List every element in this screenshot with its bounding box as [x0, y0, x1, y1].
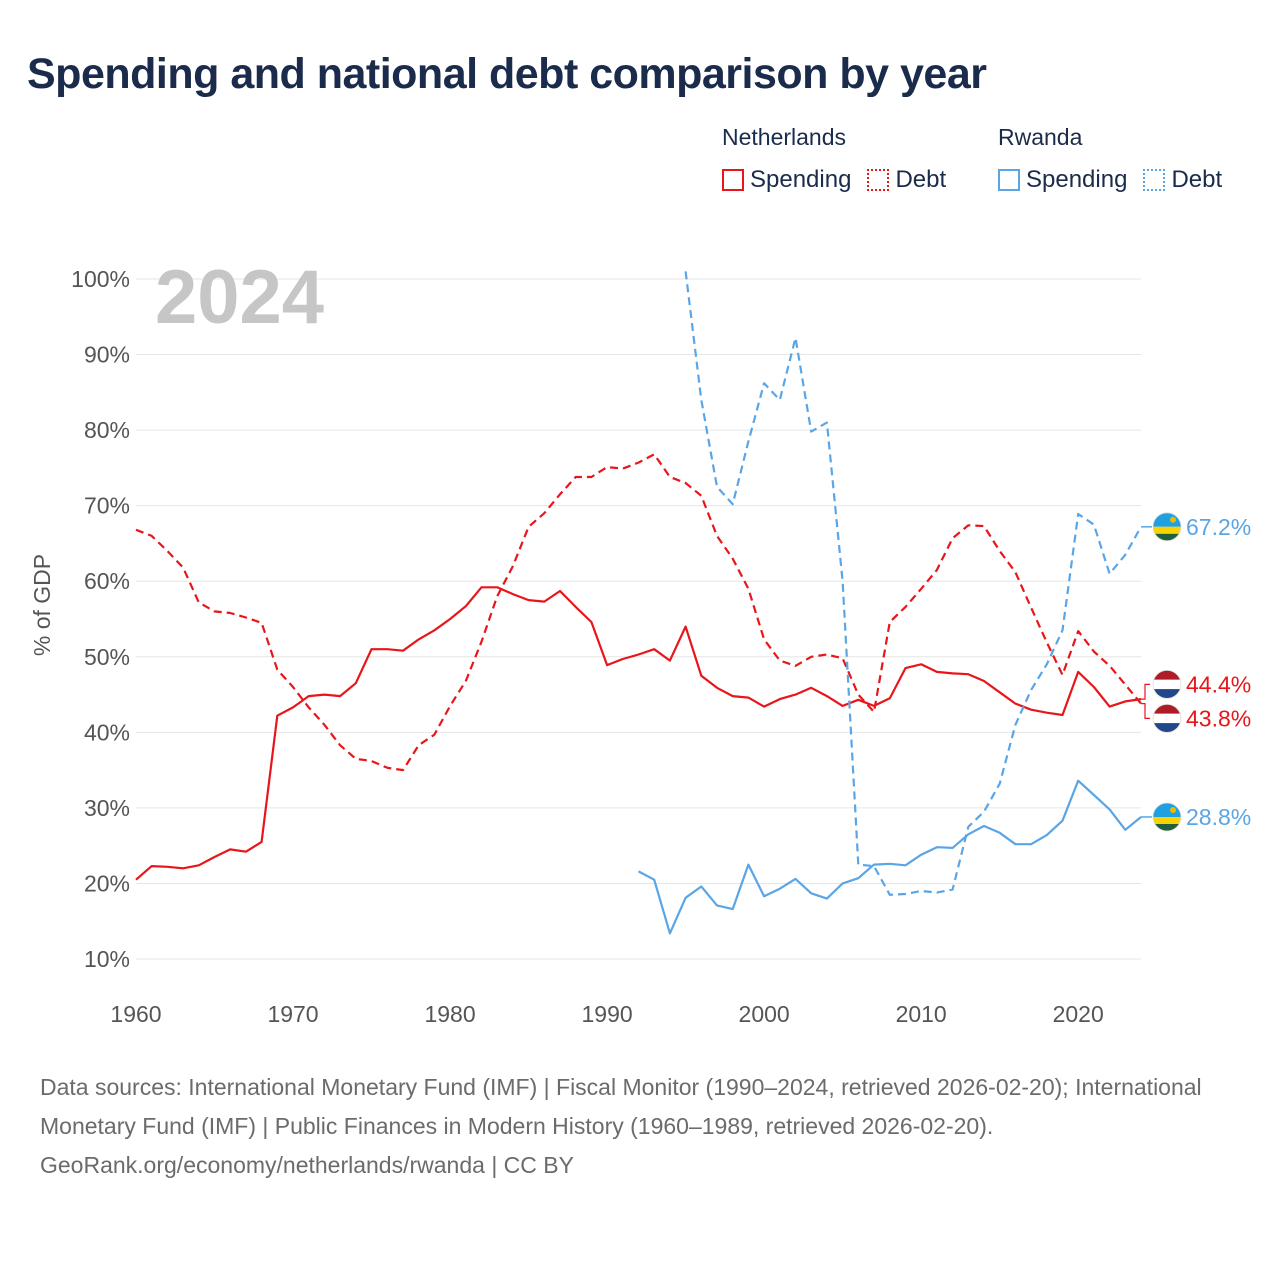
legend-netherlands: Netherlands Spending Debt: [722, 124, 946, 194]
legend-item-netherlands-spending[interactable]: Spending: [722, 166, 851, 194]
y-tick-label: 60%: [84, 568, 130, 594]
legend-swatch-dotted: [1143, 169, 1166, 191]
line-chart: 10% 20% 30% 40% 50% 60% 70% 80% 90% 100% 1960 1970…: [29, 255, 1251, 1027]
legend-label: Spending: [750, 166, 852, 193]
series-rwanda-debt[interactable]: [684, 271, 1142, 896]
end-marker-rwanda-spending: 28.8%: [1141, 802, 1251, 832]
credit-link[interactable]: GeoRank.org/economy/netherlands/rwanda |…: [40, 1152, 574, 1178]
legend-item-netherlands-debt[interactable]: Debt: [867, 166, 946, 194]
x-tick-label: 1970: [267, 1001, 318, 1027]
year-watermark: 2024: [155, 255, 324, 340]
end-marker-rwanda-debt: 67.2%: [1141, 512, 1251, 542]
end-value-label: 44.4%: [1186, 671, 1251, 697]
y-axis-ticks: 10% 20% 30% 40% 50% 60% 70% 80% 90% 100%: [71, 266, 130, 972]
data-sources: Data sources: International Monetary Fun…: [40, 1074, 1202, 1139]
legend-label: Debt: [895, 166, 947, 193]
netherlands-flag-icon: [1152, 704, 1182, 733]
legend-country-netherlands: Netherlands: [722, 124, 847, 150]
leader-line: [1141, 683, 1150, 700]
y-axis-label: % of GDP: [29, 554, 55, 656]
end-markers: 67.2% 44.4% 43.8% 28.8%: [1141, 512, 1251, 832]
footer: Data sources: International Monetary Fun…: [40, 1068, 1240, 1185]
series-lines: [135, 271, 1142, 935]
x-tick-label: 1960: [110, 1001, 161, 1027]
y-tick-label: 10%: [84, 946, 130, 972]
x-tick-label: 1980: [424, 1001, 475, 1027]
rwanda-flag-icon: [1152, 512, 1182, 542]
end-marker-netherlands-debt: 43.8%: [1141, 703, 1251, 733]
x-tick-label: 2020: [1053, 1001, 1104, 1027]
y-tick-label: 70%: [84, 493, 130, 519]
legend-country-rwanda: Rwanda: [998, 124, 1083, 150]
legend-swatch-solid: [722, 169, 744, 191]
gridlines: [136, 278, 1141, 960]
legend-item-rwanda-debt[interactable]: Debt: [1143, 166, 1222, 194]
chart-title: Spending and national debt comparison by…: [27, 50, 987, 98]
rwanda-flag-icon: [1152, 802, 1182, 832]
end-value-label: 28.8%: [1186, 804, 1251, 830]
end-value-label: 67.2%: [1186, 514, 1251, 540]
legend-label: Debt: [1171, 166, 1223, 193]
end-value-label: 43.8%: [1186, 705, 1251, 731]
legend-swatch-dotted: [867, 169, 890, 191]
series-netherlands-spending[interactable]: [135, 586, 1142, 881]
legend-swatch-solid: [998, 169, 1020, 191]
y-tick-label: 30%: [84, 795, 130, 821]
x-tick-label: 2010: [896, 1001, 947, 1027]
series-rwanda-spending[interactable]: [637, 779, 1142, 935]
y-tick-label: 90%: [84, 342, 130, 368]
y-tick-label: 40%: [84, 719, 130, 745]
x-axis-ticks: 1960 1970 1980 1990 2000 2010 2020: [110, 1001, 1103, 1027]
y-tick-label: 50%: [84, 644, 130, 670]
legend-item-rwanda-spending[interactable]: Spending: [998, 166, 1127, 194]
x-tick-label: 2000: [739, 1001, 790, 1027]
leader-line: [1141, 703, 1150, 719]
x-tick-label: 1990: [582, 1001, 633, 1027]
series-netherlands-debt[interactable]: [135, 453, 1142, 772]
y-tick-label: 80%: [84, 417, 130, 443]
y-tick-label: 100%: [71, 266, 130, 292]
y-tick-label: 20%: [84, 870, 130, 896]
end-marker-netherlands-spending: 44.4%: [1141, 670, 1251, 700]
legend-rwanda: Rwanda Spending Debt: [998, 124, 1222, 194]
netherlands-flag-icon: [1152, 670, 1182, 699]
legend-label: Spending: [1026, 166, 1128, 193]
